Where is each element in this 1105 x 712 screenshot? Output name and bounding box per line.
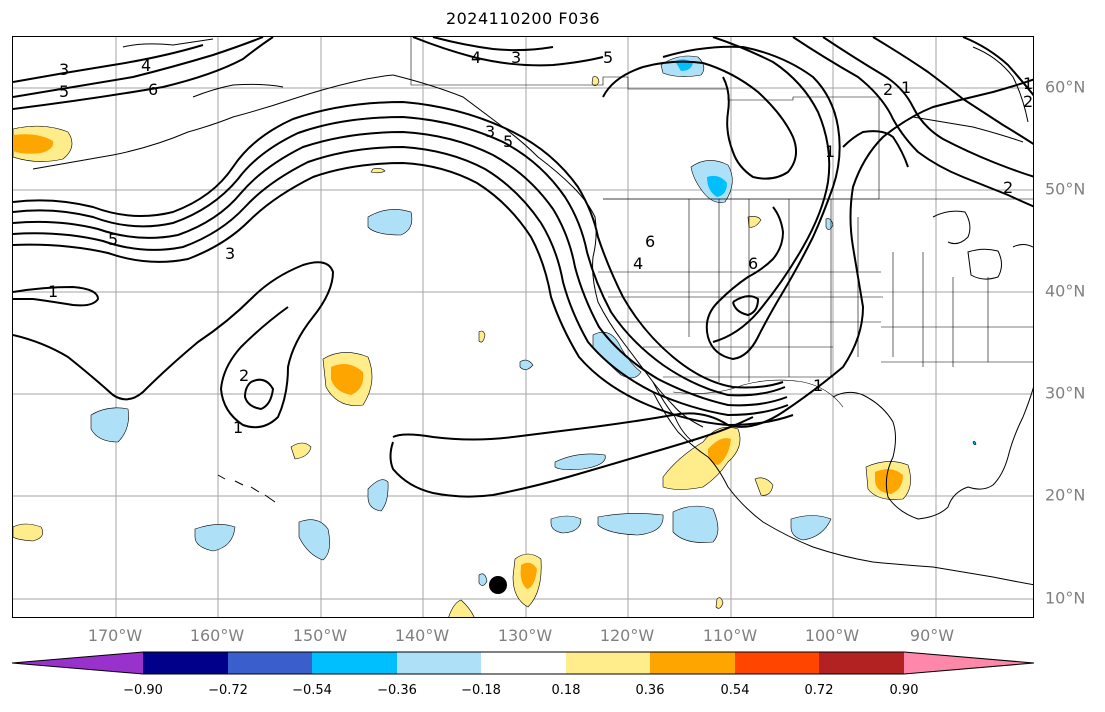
contour-label: 3: [59, 60, 69, 79]
contour-label: 5: [108, 230, 118, 249]
colorbar-segment: [481, 652, 566, 674]
colorbar-segment: [735, 652, 819, 674]
contour-label: 3: [485, 122, 495, 141]
contour-label: 1: [233, 418, 243, 437]
contour-lines: [13, 37, 1033, 498]
contour-label: 4: [141, 56, 151, 75]
contour-label: 2: [1003, 178, 1013, 197]
colorbar-extend-low: [12, 652, 143, 674]
colorbar: [12, 651, 1034, 675]
contour-label: 2: [883, 80, 893, 99]
contour-label: 3: [511, 48, 521, 67]
colorbar-segment: [397, 652, 481, 674]
longitude-label: 110°W: [702, 626, 758, 645]
colorbar-tick-label: 0.90: [889, 683, 919, 698]
colorbar-outline: [12, 651, 1034, 675]
graticule: [13, 37, 1033, 617]
contour-label: 1: [901, 78, 911, 97]
longitude-label: 90°W: [909, 626, 955, 645]
latitude-label: 10°N: [1045, 588, 1086, 608]
contour-label: 1: [1023, 74, 1033, 93]
colorbar-segment: [228, 652, 312, 674]
colorbar-tick-label: 0.72: [804, 683, 834, 698]
contour-label: 6: [748, 254, 758, 273]
shading-fields: [13, 55, 977, 617]
longitude-label: 150°W: [292, 626, 348, 645]
longitude-label: 170°W: [87, 626, 143, 645]
contour-label: 1: [48, 282, 58, 301]
contour-label: 2: [239, 366, 249, 385]
colorbar-segment: [312, 652, 397, 674]
colorbar-tick-label: −0.72: [208, 683, 248, 698]
colorbar-tick-label: 0.54: [720, 683, 750, 698]
contour-label: 6: [645, 232, 655, 251]
colorbar-segment: [566, 652, 650, 674]
coastlines: [32, 38, 1033, 586]
colorbar-tick-label: 0.18: [551, 683, 581, 698]
latitude-label: 20°N: [1045, 485, 1086, 505]
contour-label: 5: [503, 132, 513, 151]
latitude-label: 40°N: [1045, 281, 1086, 301]
colorbar-tick-label: 0.36: [635, 683, 665, 698]
colorbar-tick-label: −0.54: [292, 683, 332, 698]
map-title: 2024110200 F036: [445, 9, 601, 28]
colorbar-tick-label: −0.18: [461, 683, 501, 698]
contour-label: 1: [825, 142, 835, 161]
longitude-label: 130°W: [497, 626, 553, 645]
longitude-label: 120°W: [599, 626, 655, 645]
longitude-label: 100°W: [804, 626, 860, 645]
colorbar-extend-high: [904, 652, 1034, 674]
latitude-label: 50°N: [1045, 179, 1086, 199]
map-canvas: 3 4 5 6 3 5 1 2 1 1 2 1 2 3 4 5 6 3 4 5 …: [13, 37, 1033, 617]
longitude-label: 140°W: [394, 626, 450, 645]
colorbar-segment: [819, 652, 904, 674]
contour-label: 4: [471, 48, 481, 67]
colorbar-segment: [143, 652, 228, 674]
longitude-label: 160°W: [189, 626, 245, 645]
colorbar-segments: [12, 651, 1034, 675]
contour-label: 3: [225, 244, 235, 263]
latitude-label: 30°N: [1045, 383, 1086, 403]
contour-label: 2: [1023, 92, 1033, 111]
colorbar-tick-label: −0.90: [123, 683, 163, 698]
contour-label: 5: [59, 82, 69, 101]
contour-label: 6: [148, 80, 158, 99]
colorbar-tick-label: −0.36: [377, 683, 417, 698]
contour-label-group: 3 4 5 6 3 5 1 2 1 1 2 1 2 3 4 5 6 3 4 5 …: [48, 48, 1033, 437]
contour-label: 5: [603, 48, 613, 67]
latitude-label: 60°N: [1045, 77, 1086, 97]
map-panel: 3 4 5 6 3 5 1 2 1 1 2 1 2 3 4 5 6 3 4 5 …: [12, 36, 1034, 618]
contour-label: 4: [633, 254, 643, 273]
political-borders: [410, 37, 1033, 408]
storm-position-marker: [489, 576, 507, 594]
colorbar-segment: [650, 652, 735, 674]
contour-label: 1: [813, 376, 823, 395]
